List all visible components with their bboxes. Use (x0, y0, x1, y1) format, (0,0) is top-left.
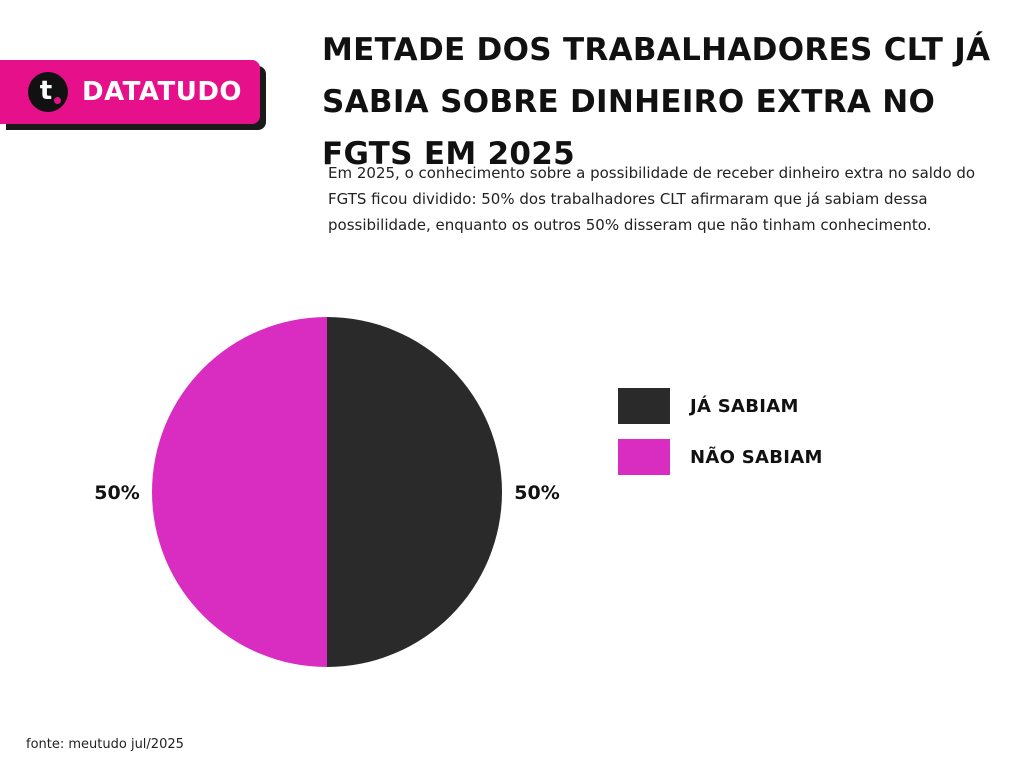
brand-logo-icon: t (28, 72, 68, 112)
legend-item-0: JÁ SABIAM (618, 388, 823, 424)
chart-subtitle: Em 2025, o conhecimento sobre a possibil… (328, 164, 976, 234)
legend-label-1: NÃO SABIAM (690, 446, 823, 468)
legend-item-1: NÃO SABIAM (618, 439, 823, 475)
chart-title: METADE DOS TRABALHADORES CLT JÁ SABIA SO… (322, 32, 991, 172)
brand-logo-dot (54, 97, 61, 104)
brand-name: DATATUDO (82, 77, 243, 107)
brand-badge: t DATATUDO (0, 60, 260, 124)
legend-label-0: JÁ SABIAM (690, 395, 799, 417)
chart-legend: JÁ SABIAM NÃO SABIAM (618, 388, 823, 490)
pie-slice-label-0: 50% (514, 482, 559, 504)
source-note: fonte: meutudo jul/2025 (26, 737, 184, 752)
pie-chart: 50% 50% (94, 317, 560, 667)
pie-slice-label-1: 50% (94, 482, 139, 504)
brand-logo-letter: t (39, 76, 53, 106)
pie-slice-1 (152, 317, 327, 667)
legend-swatch-0 (618, 388, 670, 424)
pie-slice-0 (327, 317, 502, 667)
legend-swatch-1 (618, 439, 670, 475)
